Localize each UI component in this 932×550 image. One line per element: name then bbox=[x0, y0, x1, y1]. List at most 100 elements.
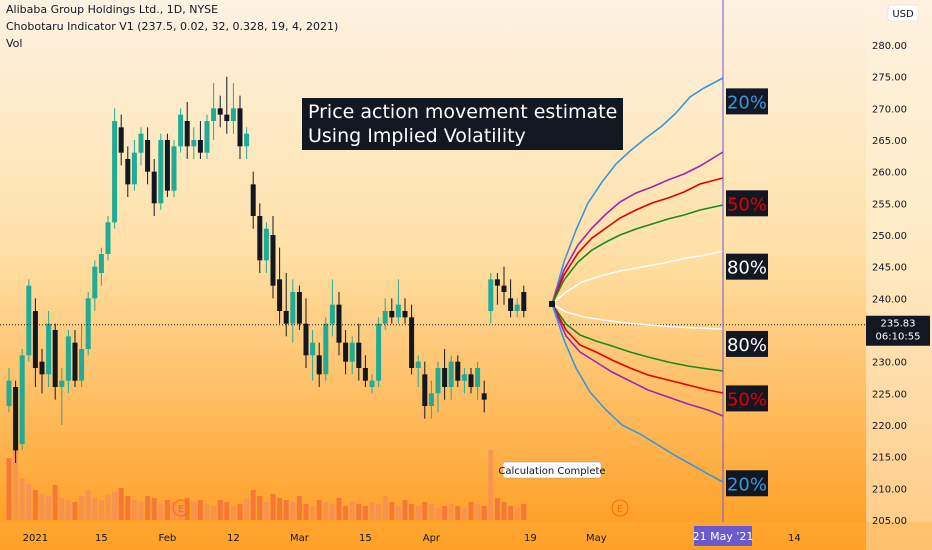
candle-body bbox=[204, 121, 210, 153]
volume-bar bbox=[296, 496, 302, 520]
candlesticks bbox=[6, 76, 527, 463]
volume-bar bbox=[461, 508, 467, 520]
candle-body bbox=[316, 355, 322, 375]
candle-body bbox=[455, 361, 461, 381]
x-tick-label: May bbox=[586, 533, 607, 544]
annotation-box: Price action movement estimate Using Imp… bbox=[302, 98, 624, 150]
volume-bar bbox=[494, 498, 500, 520]
candle-body bbox=[191, 140, 197, 147]
candle-body bbox=[158, 140, 164, 204]
volume-title[interactable]: Vol bbox=[6, 37, 23, 50]
candle-body bbox=[442, 368, 448, 387]
band-label-text: 80% bbox=[727, 335, 767, 356]
volume-bar bbox=[323, 502, 329, 520]
band-line-lower_green bbox=[551, 303, 724, 372]
y-tick-label: 250.00 bbox=[872, 231, 907, 242]
x-tick-label: Mar bbox=[290, 533, 310, 544]
y-tick-label: 210.00 bbox=[872, 484, 907, 495]
volume-bar bbox=[79, 496, 85, 520]
band-line-upper_purple bbox=[551, 151, 724, 305]
band-label: 80% bbox=[726, 253, 768, 280]
y-tick-label: 225.00 bbox=[872, 389, 907, 400]
candle-body bbox=[171, 146, 177, 191]
volume-bar bbox=[376, 504, 382, 520]
candle-body bbox=[72, 342, 78, 381]
volume-bar bbox=[237, 504, 243, 520]
calculation-complete-label: Calculation Complete bbox=[498, 461, 606, 479]
band-label: 20% bbox=[726, 470, 768, 497]
candle-body bbox=[488, 279, 494, 311]
volume-bar bbox=[343, 506, 349, 520]
band-label-bg bbox=[726, 253, 768, 280]
current-price-tag: 235.83 06:10:55 bbox=[866, 315, 930, 346]
candle-body bbox=[468, 374, 474, 387]
candle-body bbox=[59, 380, 65, 387]
annotation-line-1: Price action movement estimate bbox=[308, 101, 618, 123]
volume-bar bbox=[112, 492, 118, 520]
volume-bar bbox=[481, 506, 487, 520]
band-label-bg bbox=[726, 470, 768, 497]
volume-bar bbox=[415, 506, 421, 520]
svg-text:06:10:55: 06:10:55 bbox=[876, 332, 921, 343]
volume-bar bbox=[395, 506, 401, 520]
candle-body bbox=[145, 140, 151, 172]
volume-bar bbox=[65, 500, 71, 520]
volume-bar bbox=[46, 496, 52, 520]
candle-body bbox=[290, 292, 296, 324]
candle-body bbox=[521, 292, 527, 311]
candle-body bbox=[13, 387, 19, 451]
volume-bar bbox=[204, 504, 210, 520]
candle-body bbox=[481, 393, 487, 400]
y-tick-label: 270.00 bbox=[872, 104, 907, 115]
candle-body bbox=[65, 336, 71, 381]
volume-bar bbox=[72, 502, 78, 520]
volume-bar bbox=[514, 508, 520, 520]
volume-bar bbox=[508, 506, 514, 520]
y-tick-label: 280.00 bbox=[872, 41, 907, 52]
candle-body bbox=[224, 114, 230, 121]
candle-body bbox=[475, 368, 481, 387]
candle-body bbox=[323, 323, 329, 375]
candle-body bbox=[369, 380, 375, 387]
volume-bar bbox=[263, 502, 269, 520]
projection-bands bbox=[549, 77, 724, 483]
y-tick-label: 220.00 bbox=[872, 421, 907, 432]
volume-bar bbox=[475, 504, 481, 520]
volume-bar bbox=[19, 478, 25, 520]
indicator-title[interactable]: Chobotaru Indicator V1 (237.5, 0.02, 32,… bbox=[6, 20, 339, 33]
volume-bar bbox=[32, 490, 38, 520]
y-tick-label: 255.00 bbox=[872, 199, 907, 210]
volume-bar bbox=[224, 502, 230, 520]
currency-label[interactable]: USD bbox=[887, 4, 919, 22]
candle-body bbox=[376, 323, 382, 381]
volume-bar bbox=[362, 506, 368, 520]
candle-body bbox=[494, 279, 500, 286]
volume-bar bbox=[488, 450, 494, 520]
svg-text:Calculation Complete: Calculation Complete bbox=[498, 466, 605, 477]
volume-bar bbox=[105, 495, 111, 520]
volume-bar bbox=[52, 485, 58, 520]
volume-bar bbox=[277, 498, 283, 520]
band-label-text: 20% bbox=[727, 474, 767, 495]
band-label-bg bbox=[726, 88, 768, 115]
candle-body bbox=[6, 380, 12, 406]
candle-body bbox=[263, 228, 269, 261]
candle-body bbox=[118, 127, 124, 153]
candle-body bbox=[349, 342, 355, 362]
volume-bar bbox=[197, 500, 203, 520]
volume-bar bbox=[389, 502, 395, 520]
volume-bar bbox=[369, 502, 375, 520]
earnings-marker[interactable]: E bbox=[611, 499, 629, 517]
symbol-title[interactable]: Alibaba Group Holdings Ltd., 1D, NYSE bbox=[6, 3, 219, 16]
earnings-marker[interactable]: E bbox=[172, 499, 190, 517]
candle-body bbox=[356, 342, 362, 368]
volume-bar bbox=[422, 502, 428, 520]
band-label-text: 80% bbox=[727, 258, 767, 279]
candle-body bbox=[39, 361, 45, 375]
svg-text:21 May '21: 21 May '21 bbox=[693, 530, 754, 543]
candle-body bbox=[296, 292, 302, 324]
volume-bar bbox=[409, 504, 415, 520]
volume-bar bbox=[125, 496, 131, 520]
